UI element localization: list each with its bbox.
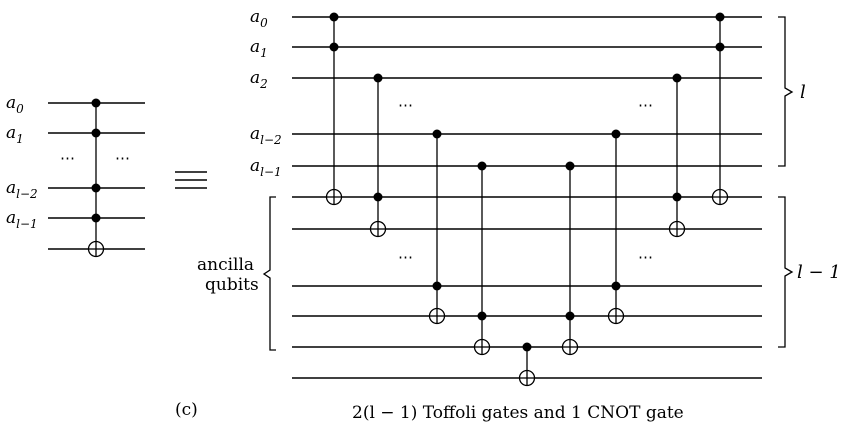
qubit-label-a-l-2: al−2 [250,124,282,147]
toffoli-gate [668,73,686,238]
ancilla-label: qubits [205,275,259,295]
control-dot [611,281,621,291]
control-dot [611,129,621,139]
target-xor [325,188,343,206]
right-circuit: a0 a1 a2 al−2 al−1 ⋯ ⋯ ⋯ ⋯ ancilla qubit… [197,7,841,387]
toffoli-gate [369,73,387,238]
brace-label-l: l [800,82,806,103]
control-dot [565,161,575,171]
qubit-label-a2: a2 [250,68,268,91]
control-dot [432,281,442,291]
qubit-label-a-l-1: al−1 [6,208,38,231]
ancilla-brace [262,196,276,351]
qubit-label-a-l-2: al−2 [6,178,38,201]
control-dot [715,12,725,22]
target-xor [607,307,625,325]
left-circuit: a0 a1 al−2 al−1 ⋯ ⋯ [6,93,145,258]
input-qubits-brace [778,16,794,167]
brace-label-l-minus-1: l − 1 [797,262,841,283]
control-dot [715,42,725,52]
qubit-label-a0: a0 [250,7,268,30]
target-xor [518,369,536,387]
target-xor [711,188,729,206]
control-dot [672,73,682,83]
control-dot [672,192,682,202]
target-xor [668,220,686,238]
target-xor [369,220,387,238]
equivalence-sign [175,171,207,189]
control-dot [373,73,383,83]
qubit-label-a-l-1: al−1 [250,156,282,179]
ellipsis: ⋯ [60,149,75,167]
ancilla-qubits-brace [778,196,794,348]
cnot-gate [518,342,536,387]
toffoli-gate [607,129,625,325]
panel-label: (c) [175,400,198,420]
qubit-label-a1: a1 [6,123,24,146]
toffoli-gate [325,12,343,206]
control-dot [373,192,383,202]
control-dot [91,183,101,193]
ellipsis: ⋯ [638,96,653,114]
control-dot [522,342,532,352]
qubit-label-a0: a0 [6,93,24,116]
toffoli-gate [473,161,491,356]
toffoli-gate [428,129,446,325]
control-dot [91,128,101,138]
control-dot [91,98,101,108]
ellipsis: ⋯ [638,248,653,266]
control-dot [477,161,487,171]
control-dot [329,12,339,22]
ellipsis: ⋯ [398,96,413,114]
target-xor [561,338,579,356]
ellipsis: ⋯ [115,149,130,167]
target-xor [87,240,105,258]
qubit-label-a1: a1 [250,37,268,60]
control-dot [565,311,575,321]
control-dot [477,311,487,321]
target-xor [428,307,446,325]
control-dot [329,42,339,52]
figure-caption: 2(l − 1) Toffoli gates and 1 CNOT gate [352,403,684,423]
target-xor [473,338,491,356]
ellipsis: ⋯ [398,248,413,266]
control-dot [432,129,442,139]
toffoli-gate [561,161,579,356]
toffoli-gate [711,12,729,206]
ancilla-label: ancilla [197,255,254,275]
control-dot [91,213,101,223]
